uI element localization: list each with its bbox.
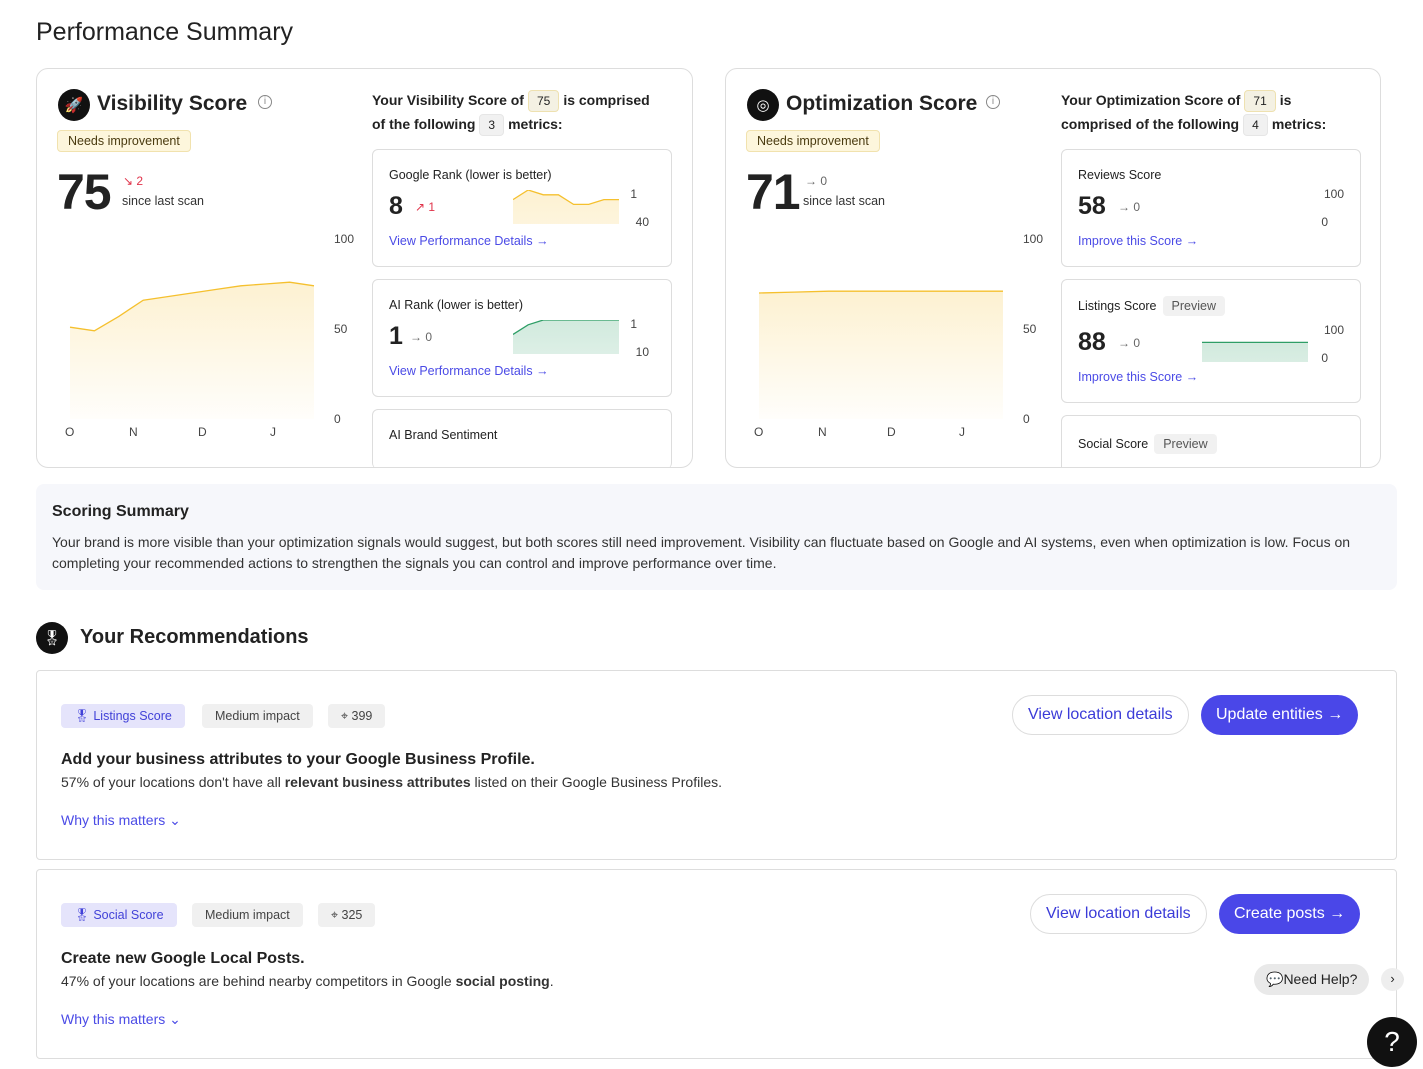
x-tick: D [198,425,207,439]
medal-icon: 🎖 [36,622,68,654]
category-tag: 🎖 Social Score [61,903,177,927]
improve-score-link[interactable]: Improve this Score → [1078,234,1199,248]
reviews-sparkline [1202,196,1308,230]
optimization-description: Your Optimization Score of 71 is comprised… [1061,88,1361,136]
since-label: since last scan [122,194,204,208]
visibility-series-line [69,281,315,332]
preview-badge: Preview [1154,434,1217,454]
update-entities-button[interactable]: Update entities → [1201,695,1359,735]
status-badge: Needs improvement [746,130,880,152]
impact-tag: Medium impact [202,704,313,728]
google-rank-sparkline [513,190,619,224]
view-performance-details-link[interactable]: View Performance Details → [389,234,549,248]
impact-tag: Medium impact [192,903,303,927]
rocket-icon: 🚀 [58,89,90,121]
pin-icon: ⌖ [341,709,349,723]
locations-tag: ⌖ 399 [328,704,386,728]
visibility-description: Your Visibility Score of 75 is comprised o… [372,88,672,136]
x-tick: O [65,425,75,439]
optimization-score-card: ◎ Optimization Score i Needs improvement… [725,68,1381,468]
improve-score-link[interactable]: Improve this Score → [1078,370,1199,384]
y-tick: 50 [1023,322,1037,336]
create-posts-button[interactable]: Create posts → [1219,894,1361,934]
y-tick: 50 [334,322,348,336]
category-tag: 🎖 Listings Score [61,704,185,728]
optimization-series-area [759,291,1003,419]
visibility-chart [69,281,315,419]
target-icon: ◎ [747,89,779,121]
locations-tag: ⌖ 325 [318,903,376,927]
score-delta: → 0 [805,174,828,188]
recommendation-description: 57% of your locations don't have all rel… [61,774,723,790]
page-title: Performance Summary [36,18,294,46]
metric-card-reviews-score: Reviews Score 58 → 0 100 0 Improve this … [1061,149,1361,267]
y-tick: 100 [1023,232,1044,246]
optimization-series-line [758,290,1003,294]
sparkline-area [513,190,619,224]
visibility-title: Visibility Score [97,92,248,115]
summary-text: Your brand is more visible than your opt… [52,534,1351,571]
visibility-score-card: 🚀 Visibility Score i Needs improvement 7… [36,68,693,468]
chevron-right-icon[interactable]: › [1381,968,1404,991]
sparkline-line [513,320,619,335]
x-tick: N [129,425,138,439]
pin-icon: ⌖ [331,908,339,922]
view-performance-details-link[interactable]: View Performance Details → [389,364,549,378]
help-fab-button[interactable]: ? [1367,1017,1417,1067]
metric-card-ai-brand-sentiment: AI Brand Sentiment [372,409,672,467]
x-tick: D [887,425,896,439]
optimization-chart [758,290,1003,419]
x-tick: J [959,425,965,439]
y-tick: 100 [334,232,355,246]
scoring-summary: Scoring Summary Your brand is more visib… [36,484,1397,590]
visibility-score-value: 75 [57,164,112,220]
chevron-down-icon: ⌄ [169,1011,181,1027]
arrow-right-icon: → [1327,706,1344,723]
optimization-score-value: 71 [746,164,801,220]
metric-card-google-rank: Google Rank (lower is better) 8 ↗ 1 1 40… [372,149,672,267]
summary-title: Scoring Summary [52,503,189,520]
view-location-details-button[interactable]: View location details [1012,695,1189,735]
info-icon[interactable]: i [986,95,1000,109]
recommendation-title: Add your business attributes to your Goo… [61,751,535,768]
x-tick: N [818,425,827,439]
chat-icon: 💬 [1266,971,1284,987]
recommendations-title: Your Recommendations [80,626,309,648]
x-tick: O [754,425,764,439]
x-tick: J [270,425,276,439]
info-icon[interactable]: i [258,95,272,109]
optimization-title: Optimization Score [786,92,978,115]
recommendation-card: 🎖 Listings Score Medium impact ⌖ 399 Add… [36,670,1397,860]
recommendation-card: 🎖 Social Score Medium impact ⌖ 325 Creat… [36,869,1397,1059]
need-help-button[interactable]: 💬Need Help? [1254,964,1370,995]
score-delta: ↘ 2 [123,174,144,188]
metric-card-listings-score: Listings Score Preview 88 → 0 100 0 Impro… [1061,279,1361,403]
why-this-matters-toggle[interactable]: Why this matters ⌄ [61,812,181,828]
sparkline-area [513,320,619,354]
ai-rank-sparkline [513,320,619,354]
why-this-matters-toggle[interactable]: Why this matters ⌄ [61,1011,181,1027]
metric-card-ai-rank: AI Rank (lower is better) 1 → 0 1 10 Vie… [372,279,672,397]
y-tick: 0 [1023,412,1030,426]
y-tick: 0 [334,412,341,426]
recommendation-title: Create new Google Local Posts. [61,950,305,967]
chevron-down-icon: ⌄ [169,812,181,828]
sparkline-line [513,190,619,206]
sparkline-area [1202,342,1308,362]
listings-sparkline [1202,341,1308,362]
arrow-right-icon: → [1329,905,1346,922]
metric-card-social-score: Social Score Preview [1061,415,1361,467]
status-badge: Needs improvement [57,130,191,152]
preview-badge: Preview [1162,296,1225,316]
view-location-details-button[interactable]: View location details [1030,894,1207,934]
visibility-series-area [70,282,314,419]
recommendation-description: 47% of your locations are behind nearby … [61,973,554,989]
since-label: since last scan [803,194,885,208]
